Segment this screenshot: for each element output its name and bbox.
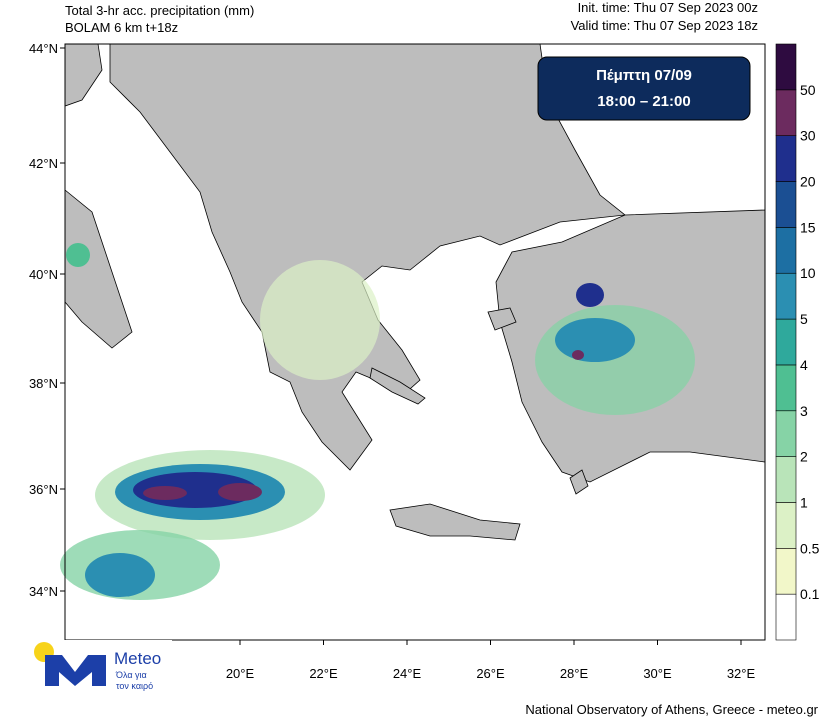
logo-name: Meteo <box>114 649 161 668</box>
logo-tagline: τον καιρό <box>116 681 153 691</box>
colorbar-segment <box>775 502 797 549</box>
colorbar-label: 10 <box>800 265 816 281</box>
lon-label: 20°E <box>226 666 255 681</box>
colorbar-label: 4 <box>800 357 808 373</box>
precipitation <box>60 243 695 600</box>
rain-area <box>218 483 262 501</box>
valid-time: Valid time: Thu 07 Sep 2023 18z <box>571 18 758 33</box>
rain-area <box>555 318 635 362</box>
colorbar-label: 20 <box>800 174 816 190</box>
colorbar-segment <box>775 456 797 503</box>
logo: Meteo Όλα για τον καιρό <box>0 640 172 695</box>
colorbar-segment <box>775 593 797 641</box>
lesvos <box>487 307 517 331</box>
colorbar-label: 30 <box>800 128 816 144</box>
colorbar-segment <box>775 272 797 320</box>
colorbar-segment <box>775 364 797 412</box>
badge-box <box>537 56 751 121</box>
footer: National Observatory of Athens, Greece -… <box>525 702 818 717</box>
lon-label: 22°E <box>309 666 338 681</box>
colorbar-label: 0.5 <box>800 540 820 556</box>
logo-m <box>45 655 106 686</box>
colorbar-label: 2 <box>800 449 808 465</box>
crete <box>389 503 521 541</box>
colorbar-segment <box>775 181 797 228</box>
title: Total 3-hr acc. precipitation (mm) <box>65 3 254 18</box>
model: BOLAM 6 km t+18z <box>65 20 178 35</box>
rain-area <box>260 260 380 380</box>
colorbar-segment <box>775 43 797 91</box>
logo-tagline: Όλα για <box>115 670 147 680</box>
rain-area <box>576 283 604 307</box>
colorbar-label: 5 <box>800 311 808 327</box>
lat-label: 40°N <box>29 267 58 282</box>
map <box>60 43 766 641</box>
lon-label: 28°E <box>560 666 589 681</box>
rhodes <box>569 469 589 495</box>
rain-area <box>572 350 584 360</box>
colorbar-segment <box>775 135 797 182</box>
lat-label: 42°N <box>29 156 58 171</box>
rain-area <box>85 553 155 597</box>
colorbar-label: 50 <box>800 82 816 98</box>
lat-label: 44°N <box>29 41 58 56</box>
badge-hours: 18:00 – 21:00 <box>597 93 690 110</box>
rain-area <box>143 486 187 500</box>
colorbar-label: 0.1 <box>800 586 820 602</box>
colorbar-segment <box>775 410 797 457</box>
init-time: Init. time: Thu 07 Sep 2023 00z <box>578 0 758 15</box>
map-frame <box>64 43 766 641</box>
lon-label: 30°E <box>643 666 672 681</box>
colorbar-label: 3 <box>800 403 808 419</box>
colorbar-label: 15 <box>800 219 816 235</box>
colorbar-segment <box>775 318 797 366</box>
lat-label: 34°N <box>29 584 58 599</box>
rain-area <box>66 243 90 267</box>
colorbar-segment <box>775 89 797 136</box>
colorbar-segment <box>775 548 797 595</box>
lon-label: 32°E <box>727 666 756 681</box>
colorbar-label: 1 <box>800 494 808 510</box>
italy-south <box>64 189 133 349</box>
badge: Πέμπτη 07/09 18:00 – 21:00 <box>537 56 751 121</box>
lat-label: 36°N <box>29 482 58 497</box>
lon-label: 26°E <box>476 666 505 681</box>
lat-label: 38°N <box>29 376 58 391</box>
euboea <box>369 367 426 405</box>
colorbar-segment <box>775 227 797 274</box>
badge-day: Πέμπτη 07/09 <box>596 67 692 84</box>
lon-label: 24°E <box>393 666 422 681</box>
